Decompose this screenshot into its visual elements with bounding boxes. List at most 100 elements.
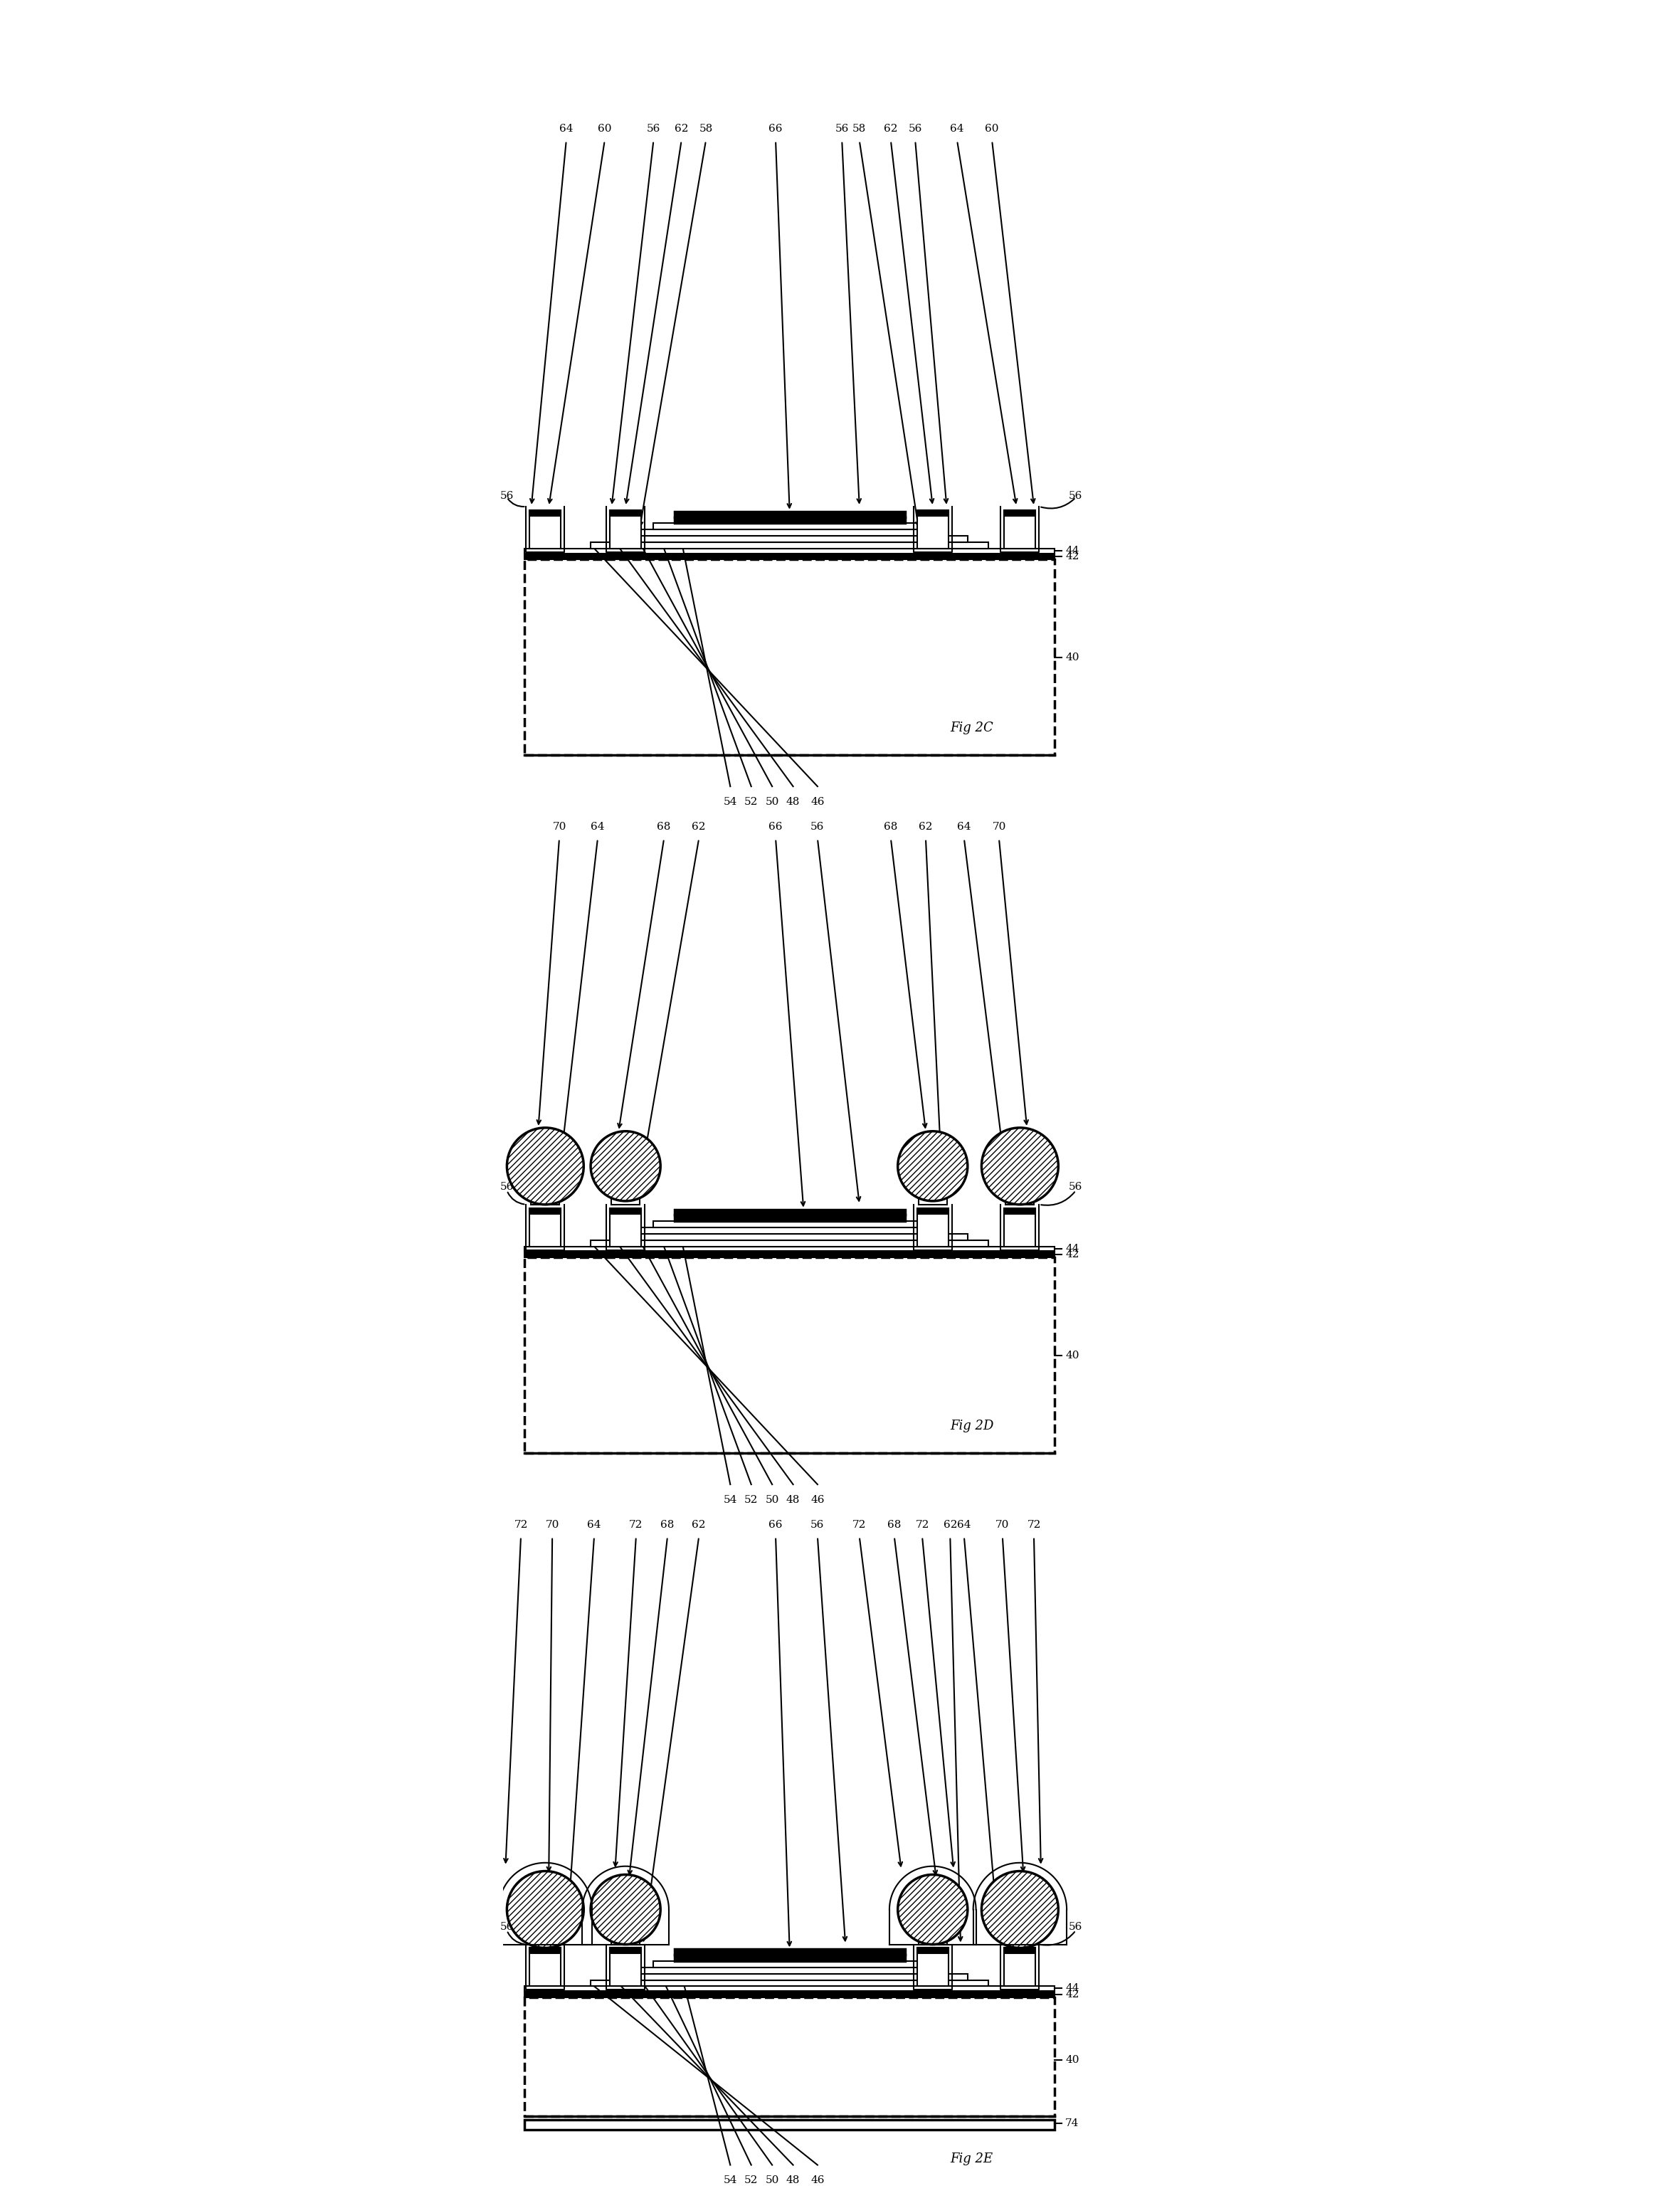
Text: 56: 56 (501, 1921, 514, 1932)
Circle shape (507, 1128, 583, 1206)
Text: 62: 62 (674, 124, 689, 135)
Text: 70: 70 (553, 821, 566, 832)
Bar (610, 510, 642, 517)
Circle shape (897, 1875, 968, 1945)
Text: 68: 68 (660, 1519, 674, 1530)
Text: 44: 44 (1065, 545, 1079, 556)
Text: 70: 70 (993, 821, 1006, 832)
Text: 62: 62 (884, 124, 897, 135)
Text: 52: 52 (744, 797, 758, 806)
Bar (633, 1967, 946, 1974)
Text: 44: 44 (1065, 1243, 1079, 1254)
Bar (529, 1947, 561, 1987)
Text: 70: 70 (546, 1519, 559, 1530)
Bar (591, 543, 988, 548)
Bar (917, 1208, 949, 1245)
Text: 54: 54 (724, 2175, 738, 2186)
Text: 40: 40 (1065, 2056, 1079, 2064)
Bar (1005, 1947, 1035, 1954)
Text: 66: 66 (769, 124, 783, 135)
Text: 74: 74 (1065, 2117, 1079, 2129)
Circle shape (981, 1870, 1058, 1947)
Bar (610, 1947, 642, 1954)
Text: 48: 48 (786, 1495, 800, 1506)
Text: 60: 60 (598, 124, 612, 135)
Bar (612, 1234, 968, 1241)
Bar (919, 1195, 948, 1206)
Bar (1006, 1936, 1035, 1945)
Text: 64: 64 (559, 124, 573, 135)
Text: 48: 48 (786, 2175, 800, 2186)
Bar (524, 2120, 1055, 2131)
Bar (531, 1936, 559, 1945)
Circle shape (591, 1130, 660, 1201)
Bar (654, 1961, 926, 1967)
Bar (1005, 510, 1035, 517)
Text: 64: 64 (958, 1519, 971, 1530)
Bar (674, 517, 906, 523)
Bar (674, 1950, 906, 1954)
Text: 56: 56 (501, 1181, 514, 1192)
Text: 48: 48 (786, 797, 800, 806)
Bar (1005, 1208, 1035, 1245)
Bar (529, 1947, 561, 1954)
Text: 58: 58 (852, 124, 867, 135)
Text: 44: 44 (1065, 1983, 1079, 1994)
Text: 68: 68 (657, 821, 670, 832)
Bar (1006, 1195, 1035, 1206)
Bar (524, 1259, 1055, 1453)
Text: 54: 54 (724, 1495, 738, 1506)
Text: 56: 56 (1068, 1921, 1082, 1932)
Text: 52: 52 (744, 1495, 758, 1506)
Bar (674, 1210, 906, 1214)
Text: 42: 42 (1065, 1250, 1079, 1261)
Text: 46: 46 (810, 797, 825, 806)
Bar (917, 1947, 949, 1987)
Bar (654, 1221, 926, 1228)
Text: 46: 46 (810, 1495, 825, 1506)
Bar (524, 1987, 1055, 1992)
Bar (612, 1974, 968, 1981)
Text: 64: 64 (588, 1519, 601, 1530)
Bar (529, 1208, 561, 1245)
Text: 42: 42 (1065, 552, 1079, 561)
Text: 62: 62 (942, 1519, 958, 1530)
Bar (674, 1214, 906, 1221)
Bar (674, 1954, 906, 1961)
Text: 56: 56 (647, 124, 660, 135)
Bar (633, 1228, 946, 1234)
Bar (524, 559, 1055, 755)
Text: Fig 2C: Fig 2C (951, 722, 993, 733)
Bar (917, 1208, 949, 1214)
Bar (1005, 1947, 1035, 1987)
Text: 62: 62 (919, 821, 932, 832)
Text: 72: 72 (852, 1519, 867, 1530)
Bar (524, 548, 1055, 554)
Text: 72: 72 (916, 1519, 929, 1530)
Bar (674, 512, 906, 517)
Circle shape (507, 1870, 583, 1947)
Bar (524, 1245, 1055, 1252)
Bar (917, 510, 949, 548)
Bar (524, 1252, 1055, 1259)
Text: 40: 40 (1065, 1351, 1079, 1360)
Text: 50: 50 (766, 797, 780, 806)
Text: Fig 2E: Fig 2E (951, 2153, 993, 2166)
Circle shape (981, 1128, 1058, 1206)
Text: 58: 58 (699, 124, 712, 135)
Text: 68: 68 (884, 821, 897, 832)
Text: 46: 46 (810, 2175, 825, 2186)
Text: 56: 56 (1068, 490, 1082, 501)
Text: 70: 70 (996, 1519, 1010, 1530)
Bar (610, 1208, 642, 1214)
Text: 68: 68 (887, 1519, 900, 1530)
Bar (633, 530, 946, 537)
Bar (524, 554, 1055, 559)
Bar (1005, 1208, 1035, 1214)
Bar (919, 1936, 948, 1945)
Text: 62: 62 (692, 1519, 706, 1530)
Bar (591, 1981, 988, 1987)
Text: Fig 2D: Fig 2D (951, 1420, 995, 1433)
Text: 54: 54 (724, 797, 738, 806)
Text: 56: 56 (909, 124, 922, 135)
